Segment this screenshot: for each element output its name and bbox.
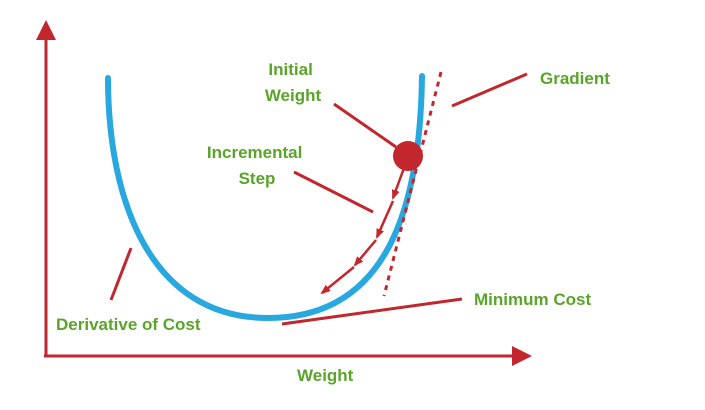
incremental-step-pointer [293, 170, 374, 214]
step-arrow-3 [353, 239, 377, 267]
minimum-cost-label: Minimum Cost [474, 290, 591, 309]
incremental-step-label-line2: Step [239, 169, 276, 188]
initial-point-filled-circle-icon [393, 141, 423, 171]
incremental-steps [320, 167, 406, 295]
step-arrow-1 [391, 167, 406, 200]
initial-weight-label: Initial Weight [265, 60, 322, 105]
gradient-label: Gradient [540, 69, 610, 88]
cost-curve [105, 73, 425, 322]
y-axis-arrowhead-icon [36, 20, 56, 40]
initial-weight-pointer [333, 102, 397, 149]
initial-weight-label-line2: Weight [265, 86, 322, 105]
incremental-step-label: Incremental Step [207, 143, 307, 188]
incremental-step-label-line1: Incremental [207, 143, 302, 162]
step-arrow-2 [375, 200, 395, 239]
initial-weight-label-line1: Initial [268, 60, 312, 79]
derivative-of-cost-label: Derivative of Cost [56, 315, 201, 334]
weight-axis-label: Weight [297, 366, 354, 385]
gradient-pointer [451, 72, 528, 108]
derivative-of-cost-pointer [109, 247, 133, 301]
gradient-tangent-line [382, 71, 443, 297]
step-arrow-4 [320, 266, 355, 295]
minimum-cost-pointer [281, 297, 463, 326]
x-axis-arrowhead-icon [512, 346, 532, 366]
